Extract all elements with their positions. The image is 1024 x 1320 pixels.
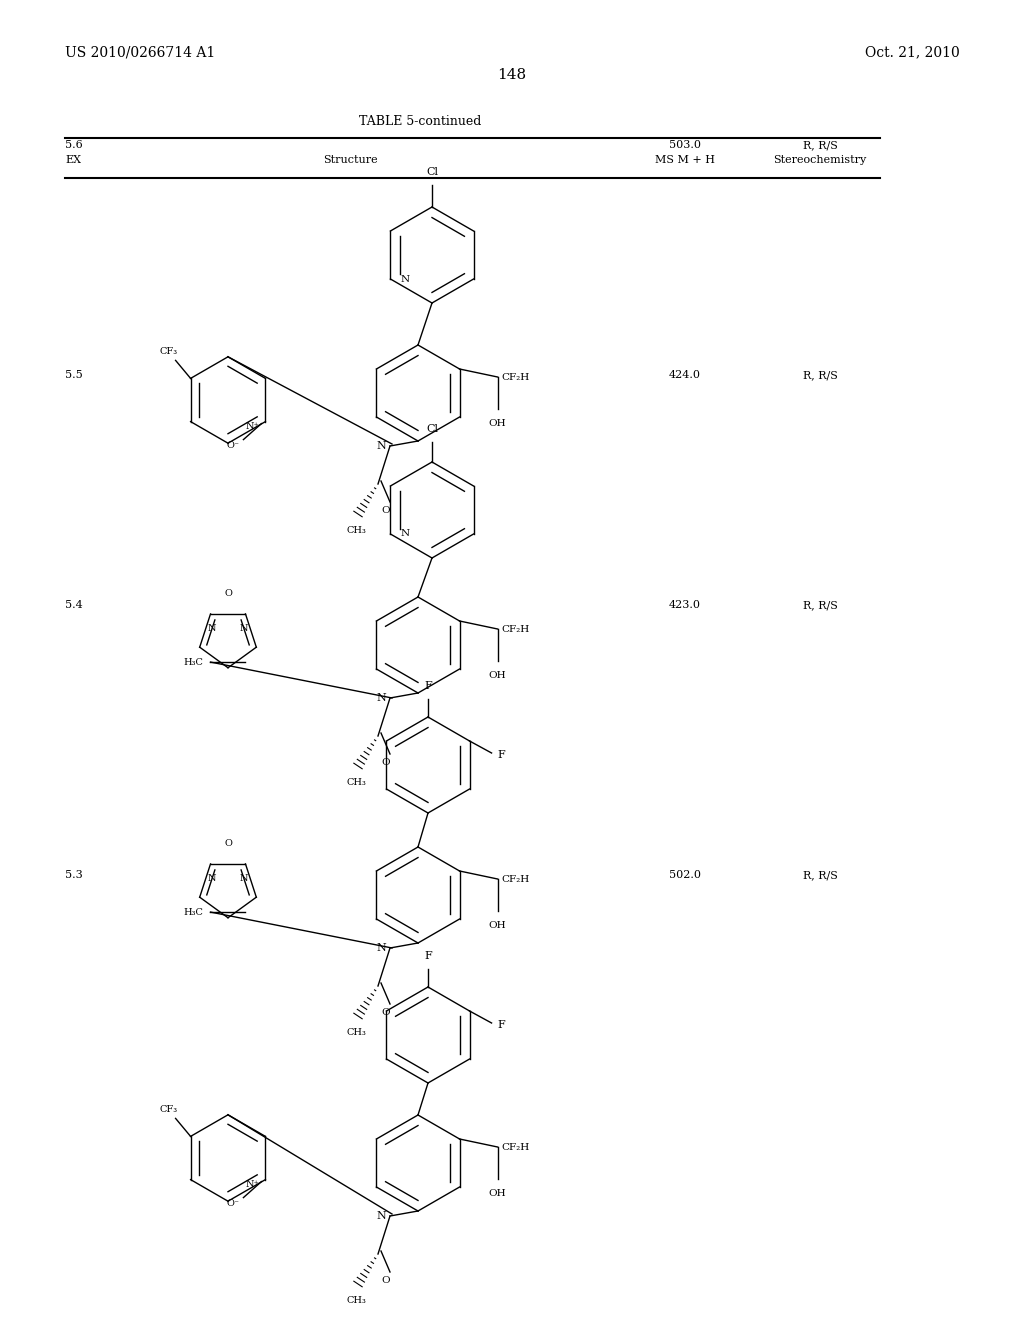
Text: R, R/S: R, R/S <box>803 601 838 610</box>
Text: CF₂H: CF₂H <box>502 624 529 634</box>
Text: 5.3: 5.3 <box>65 870 83 880</box>
Text: N: N <box>240 874 248 883</box>
Text: MS M + H: MS M + H <box>655 154 715 165</box>
Text: N⁺: N⁺ <box>246 422 259 432</box>
Text: N: N <box>240 624 248 634</box>
Text: N: N <box>400 275 410 284</box>
Text: N: N <box>376 942 386 953</box>
Text: F: F <box>498 750 505 760</box>
Text: N: N <box>376 693 386 704</box>
Text: CF₃: CF₃ <box>160 347 177 356</box>
Text: Cl: Cl <box>426 424 438 434</box>
Text: O⁻: O⁻ <box>226 441 240 450</box>
Text: Structure: Structure <box>323 154 377 165</box>
Text: R, R/S: R, R/S <box>803 870 838 880</box>
Text: CF₂H: CF₂H <box>502 874 529 883</box>
Text: N: N <box>208 874 216 883</box>
Text: 5.4: 5.4 <box>65 601 83 610</box>
Text: H₃C: H₃C <box>183 908 204 916</box>
Text: O: O <box>382 1008 390 1016</box>
Text: O: O <box>224 840 232 849</box>
Text: 424.0: 424.0 <box>669 370 701 380</box>
Text: US 2010/0266714 A1: US 2010/0266714 A1 <box>65 45 215 59</box>
Text: CF₂H: CF₂H <box>502 372 529 381</box>
Text: Oct. 21, 2010: Oct. 21, 2010 <box>865 45 961 59</box>
Text: 5.6: 5.6 <box>65 140 83 150</box>
Text: O: O <box>382 758 390 767</box>
Text: O: O <box>382 1276 390 1284</box>
Text: O⁻: O⁻ <box>226 1199 240 1208</box>
Text: CH₃: CH₃ <box>346 1296 366 1305</box>
Text: O: O <box>382 506 390 515</box>
Text: F: F <box>498 1020 505 1030</box>
Text: N: N <box>376 441 386 451</box>
Text: R, R/S: R, R/S <box>803 370 838 380</box>
Text: CH₃: CH₃ <box>346 1028 366 1038</box>
Text: 423.0: 423.0 <box>669 601 701 610</box>
Text: Cl: Cl <box>426 168 438 177</box>
Text: CF₃: CF₃ <box>160 1105 177 1114</box>
Text: 502.0: 502.0 <box>669 870 701 880</box>
Text: O: O <box>224 589 232 598</box>
Text: OH: OH <box>488 671 507 680</box>
Text: H₃C: H₃C <box>183 657 204 667</box>
Text: CF₂H: CF₂H <box>502 1143 529 1151</box>
Text: F: F <box>424 950 432 961</box>
Text: CH₃: CH₃ <box>346 525 366 535</box>
Text: N: N <box>400 529 410 539</box>
Text: F: F <box>424 681 432 690</box>
Text: OH: OH <box>488 1189 507 1199</box>
Text: 5.5: 5.5 <box>65 370 83 380</box>
Text: Stereochemistry: Stereochemistry <box>773 154 866 165</box>
Text: EX: EX <box>65 154 81 165</box>
Text: TABLE 5-continued: TABLE 5-continued <box>358 115 481 128</box>
Text: CH₃: CH₃ <box>346 777 366 787</box>
Text: R, R/S: R, R/S <box>803 140 838 150</box>
Text: OH: OH <box>488 921 507 931</box>
Text: 503.0: 503.0 <box>669 140 701 150</box>
Text: N: N <box>376 1210 386 1221</box>
Text: N: N <box>208 624 216 634</box>
Text: OH: OH <box>488 418 507 428</box>
Text: 148: 148 <box>498 69 526 82</box>
Text: N⁺: N⁺ <box>246 1180 259 1189</box>
